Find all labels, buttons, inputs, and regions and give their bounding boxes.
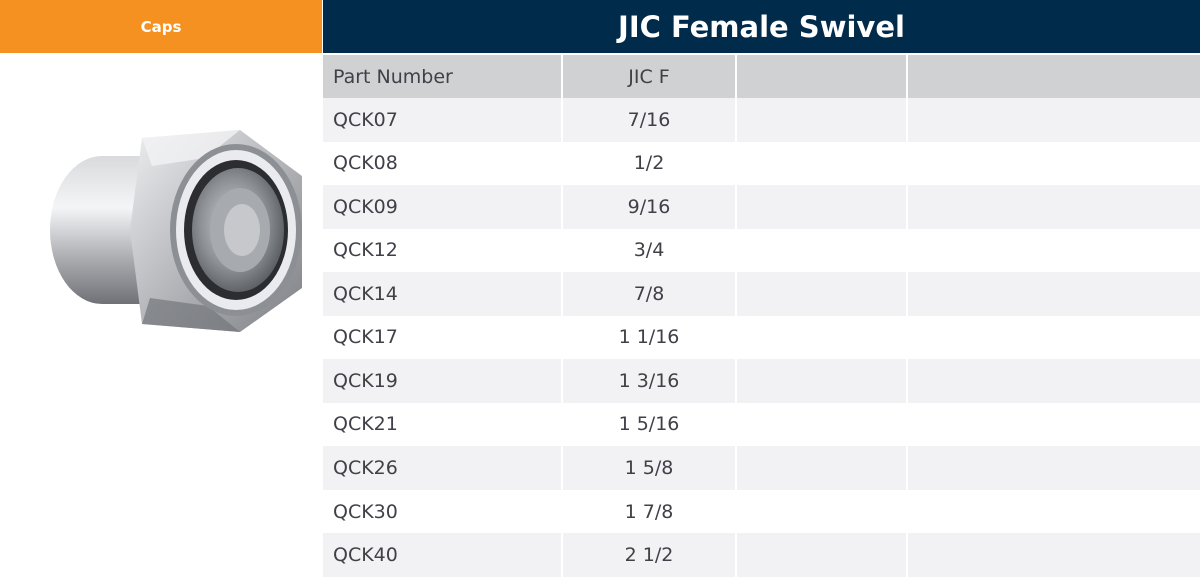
part-number-cell: QCK19 <box>323 359 563 403</box>
empty-cell <box>736 228 908 273</box>
empty-cell <box>907 272 1200 316</box>
header-empty-col-4 <box>907 55 1200 98</box>
empty-cell <box>907 315 1200 360</box>
jic-size-cell: 2 1/2 <box>562 533 737 577</box>
header-part-number: Part Number <box>323 55 563 98</box>
table-row: QCK30 1 7/8 <box>323 489 1200 534</box>
part-number-cell: QCK17 <box>323 315 563 360</box>
empty-cell <box>907 141 1200 186</box>
table-row: QCK40 2 1/2 <box>323 533 1200 577</box>
table-row: QCK14 7/8 <box>323 272 1200 316</box>
empty-cell <box>736 489 908 534</box>
category-tab-caps[interactable]: Caps <box>0 0 322 53</box>
parts-table: Part Number JIC F QCK07 7/16 QCK08 1/2 Q… <box>323 55 1200 577</box>
header-jic-f: JIC F <box>562 55 737 98</box>
empty-cell <box>907 359 1200 403</box>
table-row: QCK12 3/4 <box>323 228 1200 273</box>
jic-size-cell: 1 1/16 <box>562 315 737 360</box>
empty-cell <box>907 402 1200 447</box>
jic-size-cell: 1 7/8 <box>562 489 737 534</box>
empty-cell <box>736 98 908 142</box>
empty-cell <box>736 185 908 229</box>
header-empty-col-3 <box>736 55 908 98</box>
empty-cell <box>907 446 1200 490</box>
page-title: JIC Female Swivel <box>323 0 1200 53</box>
table-row: QCK17 1 1/16 <box>323 315 1200 360</box>
empty-cell <box>907 533 1200 577</box>
table-row: QCK26 1 5/8 <box>323 446 1200 490</box>
table-header-row: Part Number JIC F <box>323 55 1200 98</box>
table-row: QCK19 1 3/16 <box>323 359 1200 403</box>
empty-cell <box>907 185 1200 229</box>
category-tab-label: Caps <box>140 17 182 36</box>
jic-cap-fitting-image <box>50 130 302 332</box>
table-row: QCK07 7/16 <box>323 98 1200 142</box>
empty-cell <box>736 315 908 360</box>
jic-size-cell: 1 5/8 <box>562 446 737 490</box>
table-row: QCK21 1 5/16 <box>323 402 1200 447</box>
empty-cell <box>736 272 908 316</box>
jic-size-cell: 1 3/16 <box>562 359 737 403</box>
jic-size-cell: 1 5/16 <box>562 402 737 447</box>
part-number-cell: QCK40 <box>323 533 563 577</box>
empty-cell <box>907 228 1200 273</box>
empty-cell <box>907 98 1200 142</box>
empty-cell <box>736 359 908 403</box>
empty-cell <box>736 141 908 186</box>
jic-size-cell: 7/16 <box>562 98 737 142</box>
part-number-cell: QCK21 <box>323 402 563 447</box>
jic-size-cell: 9/16 <box>562 185 737 229</box>
part-number-cell: QCK12 <box>323 228 563 273</box>
page-title-text: JIC Female Swivel <box>618 9 905 44</box>
part-number-cell: QCK07 <box>323 98 563 142</box>
empty-cell <box>736 446 908 490</box>
part-number-cell: QCK14 <box>323 272 563 316</box>
part-number-cell: QCK30 <box>323 489 563 534</box>
empty-cell <box>736 402 908 447</box>
jic-size-cell: 7/8 <box>562 272 737 316</box>
jic-size-cell: 1/2 <box>562 141 737 186</box>
part-number-cell: QCK09 <box>323 185 563 229</box>
part-number-cell: QCK26 <box>323 446 563 490</box>
jic-size-cell: 3/4 <box>562 228 737 273</box>
part-number-cell: QCK08 <box>323 141 563 186</box>
empty-cell <box>736 533 908 577</box>
table-row: QCK09 9/16 <box>323 185 1200 229</box>
empty-cell <box>907 489 1200 534</box>
table-row: QCK08 1/2 <box>323 141 1200 186</box>
